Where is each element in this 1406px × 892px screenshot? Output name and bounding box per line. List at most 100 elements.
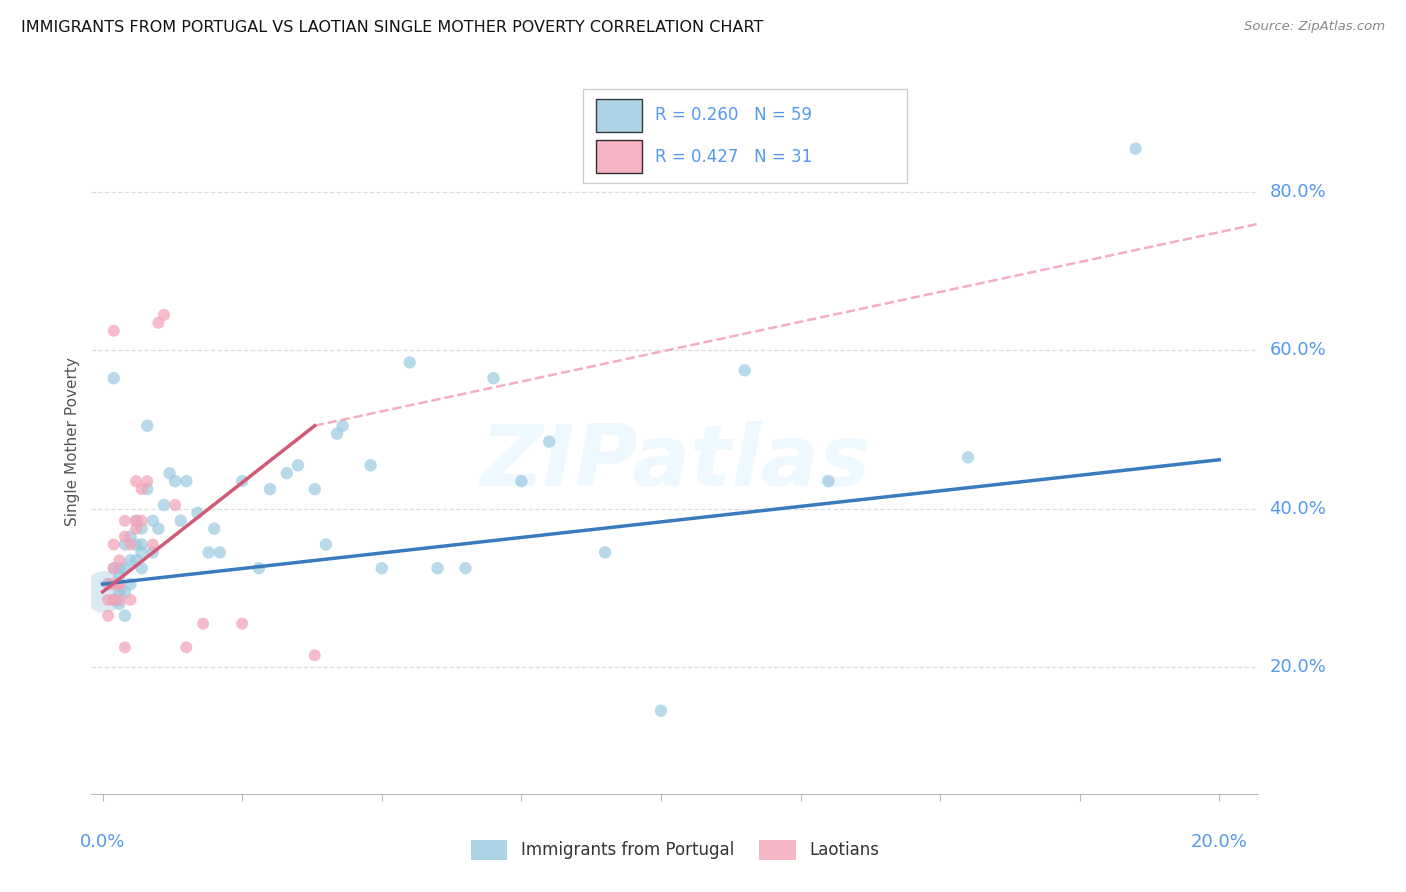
Point: [97, 577, 120, 591]
Point: [191, 616, 214, 631]
Point: [125, 553, 148, 567]
Point: [165, 498, 187, 512]
Point: [304, 648, 326, 663]
Point: [136, 474, 159, 488]
Text: 40.0%: 40.0%: [1270, 500, 1326, 518]
Point: [131, 514, 153, 528]
Point: [114, 537, 136, 551]
Point: [108, 561, 131, 575]
Point: [103, 561, 125, 575]
Point: [120, 577, 142, 591]
Point: [259, 482, 281, 496]
Point: [148, 316, 170, 330]
Point: [108, 597, 131, 611]
Point: [136, 482, 159, 496]
Point: [1125, 142, 1147, 156]
Text: IMMIGRANTS FROM PORTUGAL VS LAOTIAN SINGLE MOTHER POVERTY CORRELATION CHART: IMMIGRANTS FROM PORTUGAL VS LAOTIAN SING…: [21, 20, 763, 35]
Point: [454, 561, 477, 575]
Point: [131, 561, 153, 575]
Point: [131, 545, 153, 559]
Point: [159, 467, 181, 481]
Point: [482, 371, 505, 385]
Point: [103, 577, 125, 591]
Text: 0.0%: 0.0%: [80, 833, 125, 852]
Point: [426, 561, 449, 575]
Point: [125, 514, 148, 528]
Point: [371, 561, 394, 575]
Point: [231, 474, 253, 488]
Point: [120, 553, 142, 567]
Point: [131, 537, 153, 551]
Point: [360, 458, 382, 473]
Point: [114, 608, 136, 623]
Point: [108, 585, 131, 599]
Point: [136, 418, 159, 433]
Point: [202, 522, 225, 536]
Point: [97, 593, 120, 607]
Point: [114, 514, 136, 528]
Point: [332, 418, 354, 433]
Point: [208, 545, 231, 559]
Point: [176, 640, 198, 655]
Point: [103, 593, 125, 607]
Legend: Immigrants from Portugal, Laotians: Immigrants from Portugal, Laotians: [464, 833, 886, 867]
Point: [734, 363, 756, 377]
Point: [131, 522, 153, 536]
Point: [142, 537, 165, 551]
Point: [97, 608, 120, 623]
Point: [287, 458, 309, 473]
Point: [114, 561, 136, 575]
Point: [142, 545, 165, 559]
Text: ZIPatlas: ZIPatlas: [479, 421, 870, 504]
Text: 60.0%: 60.0%: [1270, 342, 1326, 359]
Y-axis label: Single Mother Poverty: Single Mother Poverty: [65, 357, 80, 526]
Point: [817, 474, 839, 488]
Point: [93, 585, 115, 599]
Point: [108, 569, 131, 583]
Point: [120, 530, 142, 544]
Point: [398, 355, 420, 369]
Point: [125, 522, 148, 536]
Text: R = 0.427   N = 31: R = 0.427 N = 31: [655, 148, 811, 166]
Point: [131, 482, 153, 496]
Point: [197, 545, 219, 559]
Point: [142, 514, 165, 528]
Point: [176, 474, 198, 488]
Point: [108, 553, 131, 567]
Point: [103, 324, 125, 338]
Point: [103, 537, 125, 551]
Point: [650, 704, 672, 718]
Point: [125, 537, 148, 551]
Text: Source: ZipAtlas.com: Source: ZipAtlas.com: [1244, 20, 1385, 33]
Point: [153, 308, 176, 322]
Point: [120, 537, 142, 551]
Point: [114, 530, 136, 544]
Point: [97, 577, 120, 591]
Point: [247, 561, 270, 575]
Point: [120, 593, 142, 607]
Point: [103, 561, 125, 575]
Text: R = 0.260   N = 59: R = 0.260 N = 59: [655, 106, 811, 124]
Text: 80.0%: 80.0%: [1270, 183, 1326, 201]
Text: 20.0%: 20.0%: [1191, 833, 1247, 852]
Point: [165, 474, 187, 488]
Point: [153, 498, 176, 512]
Point: [304, 482, 326, 496]
Point: [326, 426, 349, 441]
Point: [186, 506, 208, 520]
Point: [108, 577, 131, 591]
FancyBboxPatch shape: [596, 98, 641, 132]
Point: [593, 545, 616, 559]
Point: [315, 537, 337, 551]
Point: [114, 640, 136, 655]
Point: [956, 450, 979, 465]
Point: [510, 474, 533, 488]
Point: [148, 522, 170, 536]
Point: [125, 514, 148, 528]
Point: [103, 593, 125, 607]
Point: [170, 514, 193, 528]
Point: [108, 593, 131, 607]
Point: [108, 577, 131, 591]
Point: [103, 371, 125, 385]
Point: [231, 616, 253, 631]
